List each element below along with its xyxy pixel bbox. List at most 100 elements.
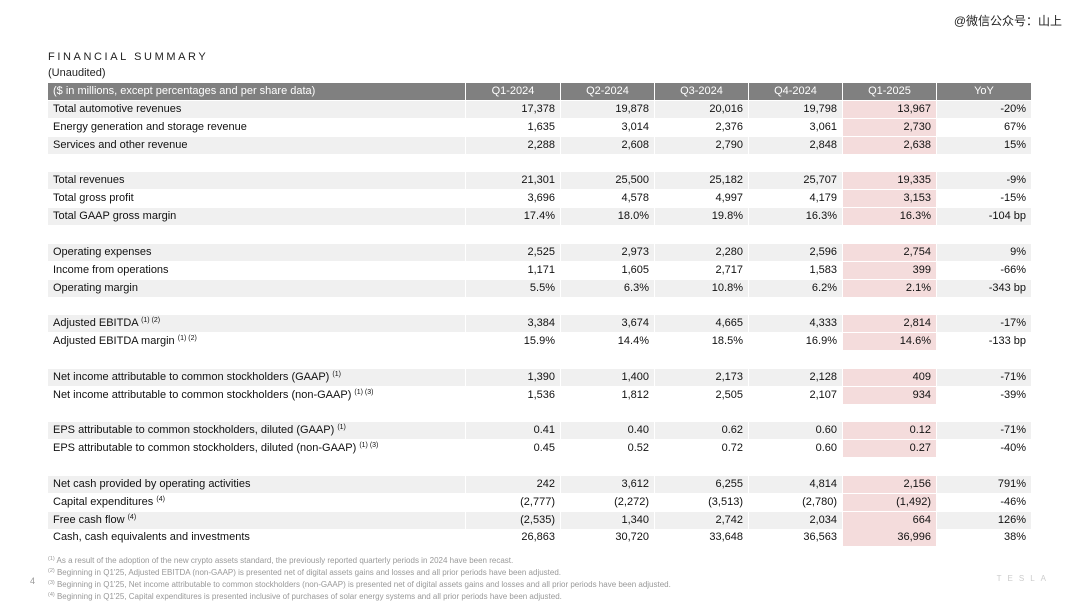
footnote-mark: (4) xyxy=(48,592,55,598)
cell-value: 0.45 xyxy=(533,442,555,455)
cell-value: 19,798 xyxy=(749,101,842,118)
cell-value: 3,014 xyxy=(621,120,649,133)
label-text: Net cash provided by operating activitie… xyxy=(53,477,251,490)
cell-value: 3,696 xyxy=(527,192,555,205)
row-label: Income from operations xyxy=(48,262,465,279)
logo: TESLA xyxy=(996,574,1052,583)
cell-value: 4,333 xyxy=(749,315,842,333)
cell-value: 2,973 xyxy=(561,243,654,261)
cell-value: 1,390 xyxy=(466,368,560,386)
cell-value: 2,790 xyxy=(655,136,748,154)
row-label: Operating expenses xyxy=(48,243,465,261)
label-text: EPS attributable to common stockholders,… xyxy=(53,424,335,437)
cell-value: 2,814 xyxy=(843,315,936,333)
cell-value: 2,596 xyxy=(749,243,842,261)
cell-value: 15.9% xyxy=(523,335,555,348)
cell-value: -46% xyxy=(1000,495,1026,508)
cell-value: 2,128 xyxy=(749,368,842,386)
label-text: Total GAAP gross margin xyxy=(53,210,177,223)
cell-value: 2,525 xyxy=(466,243,560,261)
cell-value: 2,730 xyxy=(843,118,936,136)
label-text: EPS attributable to common stockholders,… xyxy=(53,442,357,455)
cell-value: 791% xyxy=(937,475,1031,493)
cell-value: 1,171 xyxy=(527,263,555,276)
column-header: Q2-2024 xyxy=(561,83,654,100)
cell-value: 0.52 xyxy=(627,442,649,455)
row-label: Net cash provided by operating activitie… xyxy=(48,475,465,493)
cell-value: 0.27 xyxy=(843,440,936,458)
cell-value: 2,638 xyxy=(843,136,936,154)
cell-value: 9% xyxy=(937,243,1031,261)
row-label: Total gross profit xyxy=(48,190,465,207)
cell-value: 2,173 xyxy=(655,368,748,386)
cell-value: 14.6% xyxy=(843,333,936,351)
cell-value: 4,179 xyxy=(809,192,837,205)
cell-value: 14.4% xyxy=(617,335,649,348)
cell-value: 409 xyxy=(843,368,936,386)
cell-value: -104 bp xyxy=(937,208,1031,226)
cell-value: (3,513) xyxy=(708,495,743,508)
row-label: Operating margin xyxy=(48,279,465,297)
cell-value: 18.0% xyxy=(561,208,654,226)
cell-value: (2,535) xyxy=(466,511,560,529)
row-label: Adjusted EBITDA margin (1) (2) xyxy=(48,333,465,350)
cell-value: -71% xyxy=(937,422,1031,440)
footnote-mark: (3) xyxy=(48,580,55,586)
cell-value: 1,812 xyxy=(621,388,649,401)
cell-value: 17,378 xyxy=(466,101,560,118)
cell-value: 21,301 xyxy=(466,172,560,190)
cell-value: 3,612 xyxy=(561,475,654,493)
watermark: @微信公众号：山上 xyxy=(953,14,1062,28)
footnote: (4) Beginning in Q1'25, Capital expendit… xyxy=(48,592,562,601)
cell-value: 2,107 xyxy=(809,388,837,401)
label-text: Capital expenditures xyxy=(53,495,154,508)
cell-value: 0.41 xyxy=(466,422,560,440)
cell-value: 13,967 xyxy=(843,101,936,118)
cell-value: 0.40 xyxy=(561,422,654,440)
row-label: EPS attributable to common stockholders,… xyxy=(48,422,465,440)
cell-value: 3,674 xyxy=(561,315,654,333)
footnote-text: Beginning in Q1'25, Adjusted EBITDA (non… xyxy=(56,568,562,577)
cell-value: 1,605 xyxy=(621,263,649,276)
cell-value: 2,034 xyxy=(749,511,842,529)
column-header: Q1-2024 xyxy=(466,83,560,100)
label-text: Total gross profit xyxy=(53,192,134,205)
row-label: Total GAAP gross margin xyxy=(48,208,465,226)
column-header: YoY xyxy=(937,83,1031,100)
cell-value: 1,400 xyxy=(561,368,654,386)
cell-value: 67% xyxy=(1003,120,1026,133)
cell-value: 2,280 xyxy=(655,243,748,261)
label-text: Total automotive revenues xyxy=(53,103,182,115)
cell-value: 126% xyxy=(937,511,1031,529)
label-text: Energy generation and storage revenue xyxy=(53,120,247,133)
cell-value: 33,648 xyxy=(709,531,743,544)
cell-value: 3,384 xyxy=(466,315,560,333)
cell-value: 664 xyxy=(843,511,936,529)
cell-value: -39% xyxy=(1000,388,1026,401)
cell-value: -17% xyxy=(937,315,1031,333)
cell-value: 5.5% xyxy=(466,279,560,297)
row-label: Free cash flow (4) xyxy=(48,511,465,529)
cell-value: 934 xyxy=(843,386,936,404)
cell-value: 2,848 xyxy=(749,136,842,154)
cell-value: 4,665 xyxy=(655,315,748,333)
cell-value: 6,255 xyxy=(655,475,748,493)
cell-value: 3,061 xyxy=(809,120,837,133)
footnote-ref: (4) xyxy=(127,513,137,521)
cell-value: (2,777) xyxy=(520,495,555,508)
cell-value: 1,583 xyxy=(809,263,837,276)
cell-value: 15% xyxy=(937,136,1031,154)
footnote-ref: (1) xyxy=(332,370,341,378)
cell-value: 2,717 xyxy=(715,263,743,276)
page-number: 4 xyxy=(30,576,36,586)
row-label: Net income attributable to common stockh… xyxy=(48,387,465,404)
cell-value: (2,780) xyxy=(802,495,837,508)
column-header: ($ in millions, except percentages and p… xyxy=(48,83,465,100)
row-label: Net income attributable to common stockh… xyxy=(48,368,465,386)
cell-value: 36,563 xyxy=(803,531,837,544)
cell-value: 2,742 xyxy=(655,511,748,529)
footnote-ref: (1) (2) xyxy=(141,317,161,325)
label-text: Services and other revenue xyxy=(53,138,188,151)
cell-value: 1,635 xyxy=(527,120,555,133)
